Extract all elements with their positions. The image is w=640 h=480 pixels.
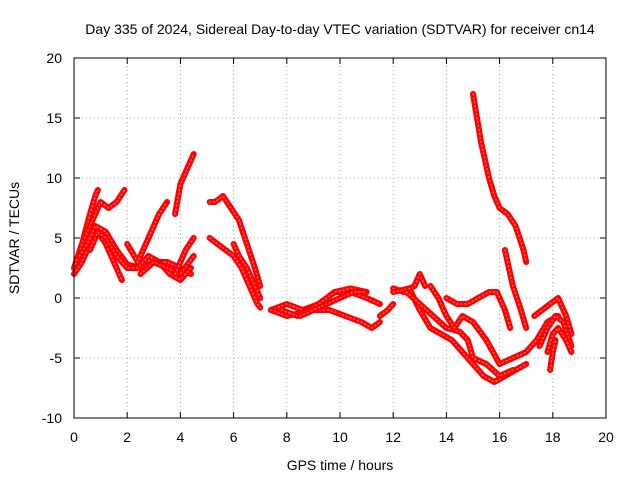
x-tick-label: 16	[492, 429, 508, 445]
y-tick-label: 15	[46, 110, 62, 126]
series-arc-15	[278, 307, 383, 331]
series-arc-9-markers	[174, 237, 195, 275]
series-arc-8-markers	[174, 153, 195, 215]
x-tick-label: 18	[545, 429, 561, 445]
x-tick-label: 12	[385, 429, 401, 445]
series-arc-17-markers	[379, 303, 394, 317]
x-tick-label: 10	[332, 429, 348, 445]
series-arc-10-markers	[209, 195, 261, 287]
series-arc-16-markers	[299, 291, 368, 317]
y-tick-label: -10	[42, 410, 62, 426]
x-axis: 0 2 4 6 8 10 12 14 16 18 20	[70, 58, 614, 445]
x-tick-label: 6	[230, 429, 238, 445]
series-arc-14-markers	[270, 287, 368, 317]
series-arc-25-markers	[533, 297, 573, 335]
series-arc-23-markers	[472, 93, 527, 263]
x-tick-label: 0	[70, 429, 78, 445]
y-tick-label: 10	[46, 170, 62, 186]
x-tick-label: 20	[598, 429, 614, 445]
series-arc-20-markers	[405, 291, 514, 377]
series-arc-21-markers	[429, 285, 559, 365]
series-arc-12-markers	[232, 243, 261, 299]
x-axis-label: GPS time / hours	[287, 457, 394, 473]
series-arc-26-markers	[538, 315, 573, 347]
series-arc-11-markers	[209, 237, 261, 309]
series-arc-7-markers	[139, 255, 195, 275]
y-tick-label: 5	[54, 230, 62, 246]
chart-title: Day 335 of 2024, Sidereal Day-to-day VTE…	[85, 21, 595, 37]
data-traces	[71, 91, 575, 385]
x-tick-label: 8	[283, 429, 291, 445]
series-arc-8	[172, 151, 197, 217]
y-tick-label: 0	[54, 290, 62, 306]
x-tick-label: 2	[123, 429, 131, 445]
series-arc-22-markers	[445, 291, 511, 329]
y-axis-label: SDTVAR / TECUs	[6, 182, 22, 294]
y-tick-label: -5	[50, 350, 63, 366]
x-tick-label: 14	[439, 429, 455, 445]
grid-lines	[74, 58, 606, 418]
y-axis: -10 -5 0 5 10 15 20	[42, 50, 606, 426]
series-arc-6	[124, 199, 171, 265]
series-arc-4-markers	[83, 189, 126, 239]
series-arc-24-markers	[504, 249, 527, 329]
series-arc-28	[547, 337, 559, 373]
y-tick-label: 20	[46, 50, 62, 66]
x-tick-label: 4	[177, 429, 185, 445]
series-arc-27-markers	[546, 327, 573, 353]
series-arc-19-markers	[392, 287, 527, 383]
